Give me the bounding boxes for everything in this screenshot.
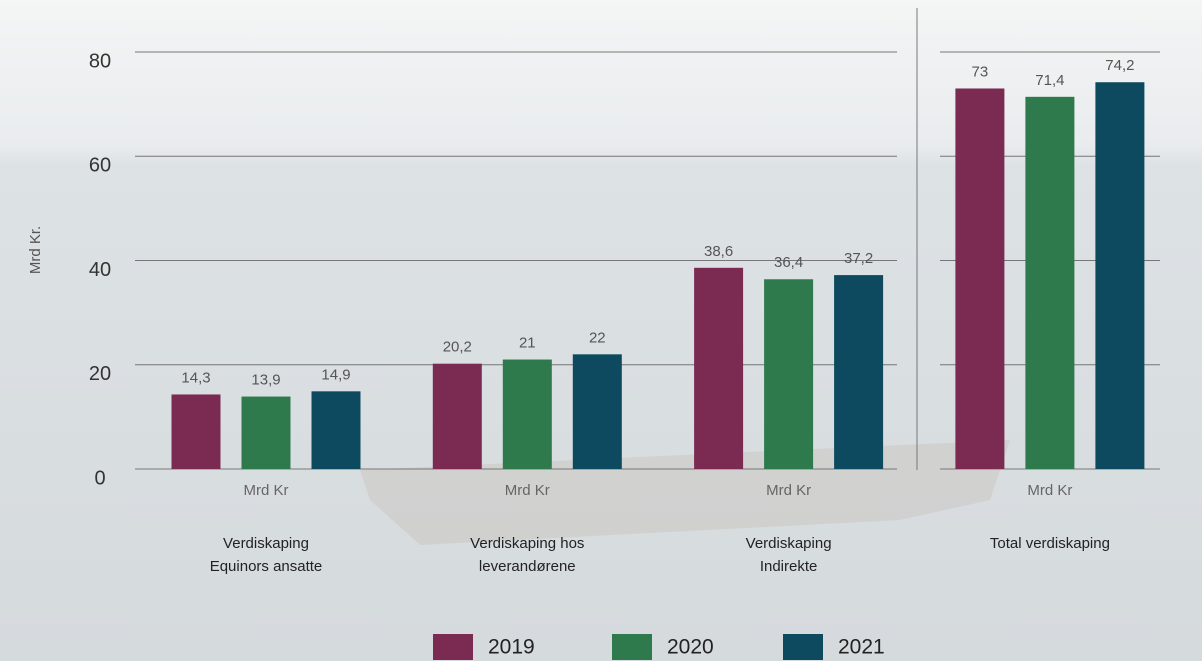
y-tick-label: 60 xyxy=(89,155,111,177)
category-label: Equinors ansatte xyxy=(210,558,323,575)
y-tick-label: 0 xyxy=(94,467,105,489)
value-label: 73 xyxy=(972,63,989,80)
bar xyxy=(432,363,482,469)
value-label: 38,6 xyxy=(704,243,733,260)
y-axis-label: Mrd Kr. xyxy=(27,226,44,274)
value-label: 37,2 xyxy=(844,250,873,267)
value-label: 36,4 xyxy=(774,254,803,271)
y-tick-label: 40 xyxy=(89,259,111,281)
legend-swatch xyxy=(783,634,823,660)
bar xyxy=(171,394,221,469)
bar xyxy=(834,275,884,469)
value-label: 14,3 xyxy=(181,369,210,386)
category-label: leverandørene xyxy=(479,558,576,575)
y-tick-label: 20 xyxy=(89,363,111,385)
category-label: Verdiskaping hos xyxy=(470,535,584,552)
bar xyxy=(694,267,744,469)
legend-swatch xyxy=(612,634,652,660)
value-label: 22 xyxy=(589,329,606,346)
value-label: 20,2 xyxy=(443,339,472,356)
legend-label: 2021 xyxy=(838,636,885,659)
legend-label: 2020 xyxy=(667,636,714,659)
bar xyxy=(311,391,361,469)
bar xyxy=(502,359,552,469)
bar xyxy=(1095,82,1145,470)
legend-label: 2019 xyxy=(488,636,535,659)
category-label: Total verdiskaping xyxy=(990,535,1110,552)
value-label: 21 xyxy=(519,335,536,352)
value-label: 14,9 xyxy=(321,366,350,383)
legend-swatch xyxy=(433,634,473,660)
group-unit-label: Mrd Kr xyxy=(766,482,811,499)
category-label: Indirekte xyxy=(760,558,818,575)
group-unit-label: Mrd Kr xyxy=(1027,482,1072,499)
value-label: 74,2 xyxy=(1105,57,1134,74)
value-label: 13,9 xyxy=(251,372,280,389)
bar xyxy=(241,396,291,469)
bar xyxy=(955,88,1005,470)
category-label: Verdiskaping xyxy=(746,535,832,552)
group-unit-label: Mrd Kr xyxy=(505,482,550,499)
group-unit-label: Mrd Kr xyxy=(244,482,289,499)
bar xyxy=(1025,96,1075,469)
bar xyxy=(572,354,622,469)
bar xyxy=(764,279,814,469)
category-label: Verdiskaping xyxy=(223,535,309,552)
value-label: 71,4 xyxy=(1035,72,1064,89)
y-tick-label: 80 xyxy=(89,50,111,72)
